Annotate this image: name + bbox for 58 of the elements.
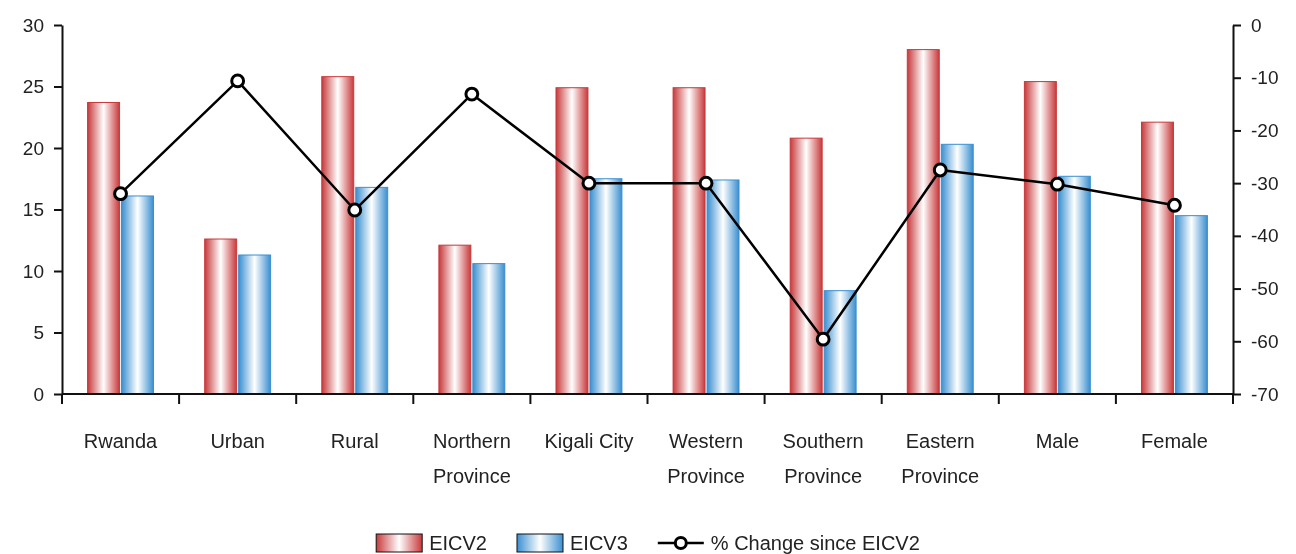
bar [238, 254, 272, 395]
y-tick-label: 20 [22, 137, 44, 159]
x-tick-label: Rwanda [83, 430, 159, 452]
bar [204, 238, 238, 395]
y2-tick-label: -20 [1251, 120, 1279, 142]
bar [555, 87, 589, 395]
point [815, 331, 831, 347]
point [347, 202, 363, 218]
bar [1174, 215, 1208, 395]
bar [438, 244, 472, 395]
y2-tick-label: -30 [1251, 172, 1279, 194]
y2-tick-label: -50 [1251, 278, 1279, 300]
x-tick-label: Male [1035, 430, 1080, 452]
x-tick-label: Northern Province [432, 430, 511, 487]
bar [1023, 81, 1057, 395]
bar [589, 178, 623, 395]
x-tick-label: Western Province [667, 430, 745, 487]
y-tick-label: 30 [22, 14, 44, 36]
x-tick-label: Kigali City [544, 430, 634, 452]
y-tick-label: 25 [22, 76, 44, 98]
x-tick-label: Female [1141, 430, 1208, 452]
bar [87, 101, 121, 395]
bar [321, 76, 355, 395]
y2-tick-label: -40 [1251, 225, 1279, 247]
point [230, 73, 246, 89]
bar [355, 186, 389, 395]
bar [940, 143, 974, 395]
x-tick-label: Southern Province [782, 430, 864, 487]
bar [672, 87, 706, 395]
point [113, 186, 128, 202]
y-tick-label: 5 [33, 322, 44, 344]
y-tick-label: 15 [22, 199, 44, 221]
y2-tick-label: -60 [1251, 330, 1279, 352]
point [464, 86, 480, 102]
bar [121, 195, 155, 395]
bar [823, 290, 857, 395]
legend-label: % Change since EICV2 [710, 532, 920, 554]
point [1167, 197, 1182, 213]
x-tick-label: Eastern Province [901, 430, 980, 487]
point [581, 175, 597, 191]
bar [472, 263, 506, 395]
y2-tick-label: -10 [1251, 67, 1279, 89]
y-tick-label: 0 [33, 383, 44, 405]
bar [906, 49, 940, 395]
point [932, 162, 948, 178]
bar [789, 137, 823, 395]
legend-label: EICV3 [569, 532, 628, 554]
y-tick-label: 10 [22, 260, 44, 282]
bar [1057, 175, 1091, 395]
point [1049, 176, 1065, 192]
point [698, 175, 714, 191]
y2-tick-label: 0 [1251, 14, 1262, 36]
bar [1140, 121, 1174, 395]
y2-tick-label: -70 [1251, 383, 1279, 405]
x-tick-label: Urban [210, 430, 265, 452]
x-tick-label: Rural [330, 430, 379, 452]
bar [706, 179, 740, 395]
legend-label: EICV2 [429, 532, 487, 554]
